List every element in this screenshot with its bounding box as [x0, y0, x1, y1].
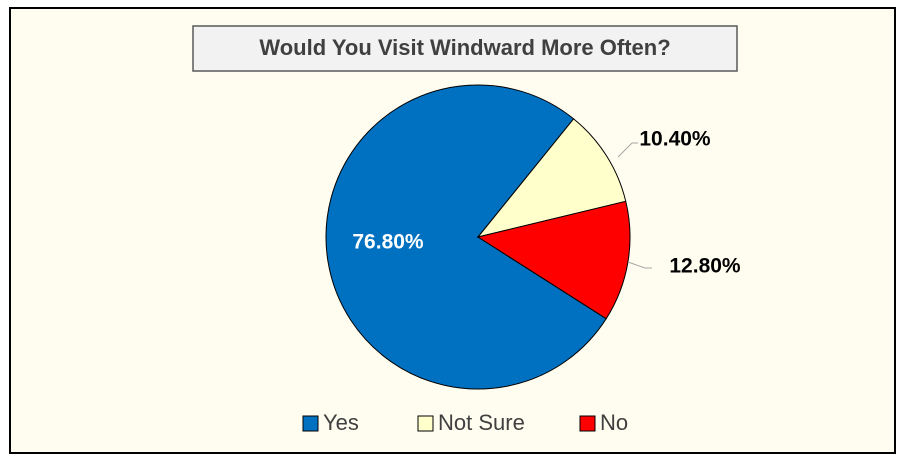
pie-slice: [476, 200, 631, 320]
title-box: [192, 25, 738, 72]
data-label: 10.40%: [639, 128, 711, 151]
data-label: 76.80%: [352, 231, 424, 254]
leader-line: [617, 142, 638, 158]
legend-label: Yes: [323, 410, 359, 435]
legend-swatch: [302, 415, 319, 432]
legend-swatch: [579, 415, 596, 432]
legend-swatch: [417, 415, 434, 432]
legend-label: Not Sure: [438, 410, 525, 435]
leader-line: [627, 261, 652, 269]
pie-slice: [325, 84, 607, 390]
legend-label: No: [600, 410, 628, 435]
pie-slice: [476, 118, 627, 238]
data-label: 12.80%: [669, 255, 741, 278]
chart-title: Would You Visit Windward More Often?: [259, 35, 670, 60]
